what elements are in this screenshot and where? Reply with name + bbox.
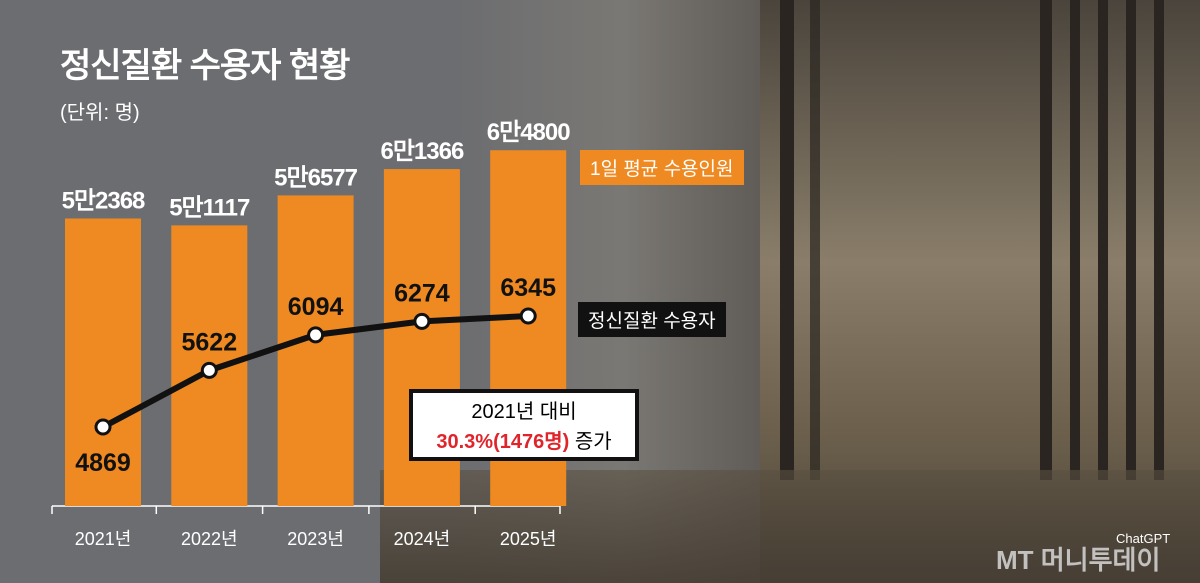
publisher-logo: MT 머니투데이	[996, 545, 1161, 575]
bar-label: 5만1117	[169, 194, 250, 221]
bar-2023년	[277, 195, 354, 506]
line-label: 5622	[181, 328, 237, 356]
bar-label: 6만4800	[487, 119, 570, 146]
line-point	[413, 312, 431, 330]
annotation-highlight: 30.3%(1476명)	[436, 431, 570, 453]
x-tick-label: 2021년	[75, 529, 132, 549]
x-tick-label: 2024년	[394, 529, 451, 549]
image-credit: ChatGPT	[1116, 531, 1171, 546]
bar-2021년	[65, 218, 141, 506]
annotation-rest: 증가	[569, 431, 612, 453]
legend-line: 정신질환 수용자	[578, 302, 726, 337]
bar-label: 6만1366	[380, 138, 463, 165]
legend-bars: 1일 평균 수용인원	[580, 150, 744, 185]
line-label: 6094	[288, 293, 344, 321]
annotation-box: 2021년 대비 30.3%(1476명) 증가	[409, 389, 639, 461]
annotation-line1: 2021년 대비	[471, 401, 577, 423]
line-label: 4869	[75, 449, 131, 477]
line-point	[94, 418, 112, 436]
x-tick-label: 2023년	[287, 529, 344, 549]
line-point	[519, 307, 537, 325]
line-label: 6274	[394, 279, 450, 307]
unit-label: (단위: 명)	[60, 102, 140, 124]
x-tick-label: 2022년	[181, 529, 238, 549]
bar-label: 5만2368	[62, 187, 145, 214]
chart-title: 정신질환 수용자 현황	[60, 47, 350, 85]
bar-label: 5만6577	[274, 164, 357, 191]
line-label: 6345	[500, 274, 556, 302]
line-point	[307, 326, 325, 344]
x-tick-label: 2025년	[500, 529, 557, 549]
line-point	[200, 361, 218, 379]
